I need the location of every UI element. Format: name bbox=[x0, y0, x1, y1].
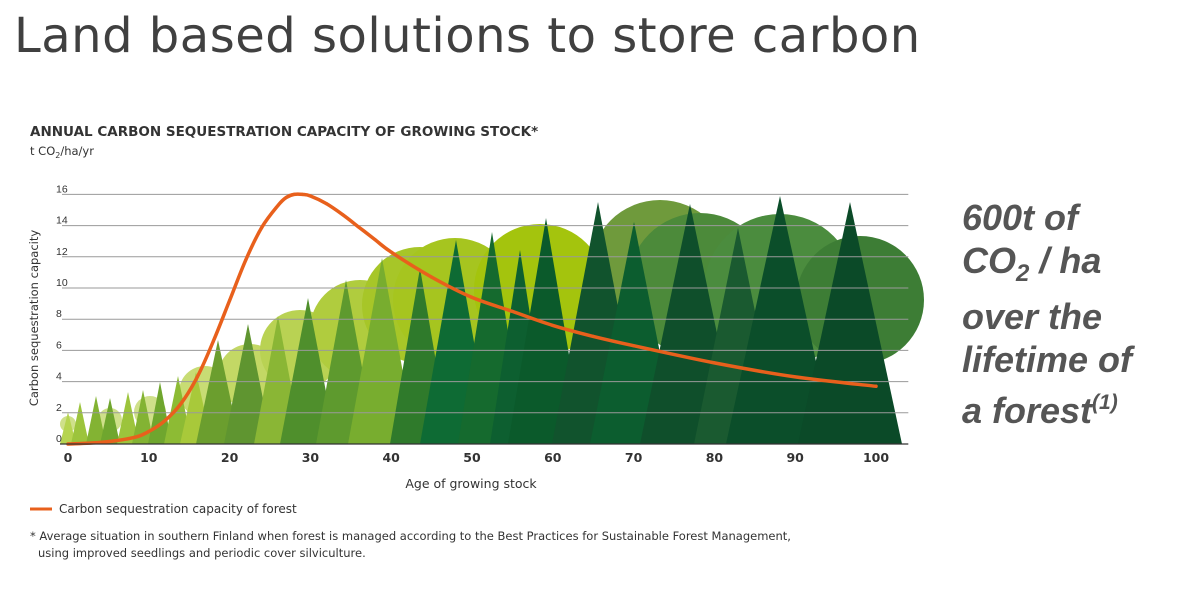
y-tick-label: 2 bbox=[56, 402, 62, 414]
curve-point bbox=[292, 192, 296, 196]
forest-illustration bbox=[60, 196, 924, 444]
x-tick-label: 10 bbox=[140, 450, 158, 465]
x-tick-label: 30 bbox=[302, 450, 320, 465]
side-note-line: over the bbox=[962, 296, 1103, 337]
tree-shape bbox=[71, 402, 89, 444]
curve-point bbox=[300, 192, 304, 196]
curve-point bbox=[341, 213, 345, 217]
x-tick-label: 50 bbox=[463, 450, 481, 465]
curve-point bbox=[874, 384, 878, 388]
sequestration-curve-layer bbox=[66, 192, 878, 446]
y-tick-label: 4 bbox=[56, 371, 62, 383]
tree-shape bbox=[196, 340, 240, 444]
chart-unit-label: t CO2/ha/yr bbox=[30, 144, 94, 160]
tree-shape bbox=[280, 298, 336, 444]
side-note-line: CO2 / ha bbox=[962, 240, 1102, 287]
curve-point bbox=[260, 225, 264, 229]
curve-point bbox=[211, 339, 216, 343]
curve-point bbox=[147, 429, 151, 434]
tree-shape bbox=[86, 396, 106, 444]
curve-point bbox=[179, 401, 183, 406]
slide-title: Land based solutions to store carbon bbox=[14, 8, 921, 64]
y-tick-label: 16 bbox=[56, 183, 68, 195]
x-tick-label: 90 bbox=[786, 450, 804, 465]
x-tick-label: 80 bbox=[706, 450, 724, 465]
x-tick-label: 70 bbox=[625, 450, 643, 465]
curve-point bbox=[389, 250, 393, 254]
axes: 0 10 20 30 40 50 60 70 80 90 100 bbox=[60, 443, 909, 465]
curve-point bbox=[591, 334, 595, 338]
forest-carbon-chart: ANNUAL CARBON SEQUESTRATION CAPACITY OF … bbox=[27, 124, 924, 560]
legend-label: Carbon sequestration capacity of forest bbox=[59, 502, 297, 516]
x-tick-label: 40 bbox=[382, 450, 400, 465]
y-tick-label: 6 bbox=[56, 339, 62, 351]
tree-shape bbox=[60, 412, 76, 444]
x-tick-label: 0 bbox=[64, 450, 73, 465]
y-tick-label: 8 bbox=[56, 308, 62, 320]
y-tick-label: 12 bbox=[56, 246, 68, 258]
side-note-line: a forest(1) bbox=[962, 390, 1118, 431]
curve-point bbox=[284, 195, 288, 200]
curve-point bbox=[470, 295, 474, 299]
x-tick-label: 60 bbox=[544, 450, 562, 465]
curve-point bbox=[244, 258, 248, 262]
tree-shape bbox=[798, 202, 902, 444]
curve-point bbox=[308, 194, 312, 198]
footnote-line-2: using improved seedlings and periodic co… bbox=[38, 546, 366, 560]
tree-shape bbox=[117, 392, 139, 444]
curve-point bbox=[632, 344, 636, 348]
curve-point bbox=[131, 436, 135, 440]
x-axis-label: Age of growing stock bbox=[405, 476, 537, 491]
curve-point bbox=[551, 323, 555, 328]
curve-point bbox=[324, 202, 329, 206]
curve-point bbox=[712, 361, 717, 365]
gridlines: 0 2 4 6 8 10 12 14 16 bbox=[56, 183, 909, 445]
curve-point bbox=[510, 309, 514, 313]
x-tick-label: 100 bbox=[863, 450, 889, 465]
curve-point bbox=[276, 203, 280, 207]
y-tick-label: 0 bbox=[56, 433, 62, 445]
curve-point bbox=[195, 375, 199, 379]
x-tick-label: 20 bbox=[221, 450, 239, 465]
y-tick-label: 14 bbox=[56, 215, 68, 227]
side-note-line: 600t of bbox=[962, 197, 1079, 238]
curve-point bbox=[373, 238, 377, 242]
curve-point bbox=[98, 440, 102, 445]
curve-point bbox=[228, 298, 232, 303]
curve-point bbox=[357, 225, 361, 229]
y-tick-label: 10 bbox=[56, 277, 68, 289]
curve-point bbox=[430, 275, 434, 279]
side-note: 600t of CO2 / ha over the lifetime of a … bbox=[962, 196, 1190, 432]
curve-point bbox=[793, 375, 797, 379]
chart-title: ANNUAL CARBON SEQUESTRATION CAPACITY OF … bbox=[30, 124, 538, 140]
curve-point bbox=[163, 419, 167, 423]
footnote-line-1: * Average situation in southern Finland … bbox=[30, 529, 791, 543]
y-axis-label: Carbon sequestration capacity bbox=[27, 230, 41, 407]
tree-shape bbox=[100, 398, 120, 444]
side-note-line: lifetime of bbox=[962, 339, 1133, 380]
